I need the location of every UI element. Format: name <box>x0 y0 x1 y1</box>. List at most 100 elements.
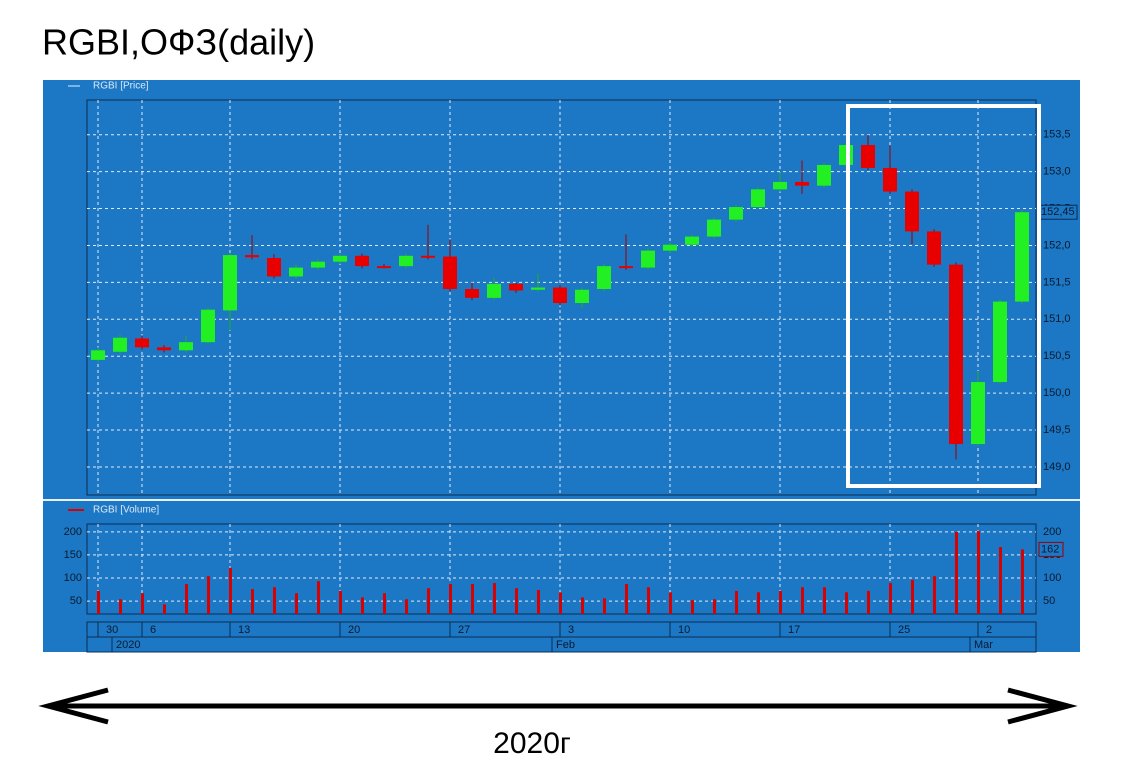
volume-bar <box>559 592 562 614</box>
candle-body <box>597 266 611 290</box>
chart-title: RGBI,ОФЗ(daily) <box>42 22 315 63</box>
volume-bar <box>119 599 122 614</box>
x-tick-label: 2 <box>986 624 992 636</box>
volume-tick-label: 50 <box>70 595 82 607</box>
y-tick-label: 149,0 <box>1043 461 1071 473</box>
legend-label: RGBI [Price] <box>93 81 149 92</box>
volume-bar <box>757 592 760 614</box>
x-tick-label: 3 <box>568 624 574 636</box>
footer-label: 2020г <box>493 727 571 760</box>
candle-body <box>201 309 215 343</box>
candle-body <box>971 382 985 445</box>
candle-body <box>531 287 545 290</box>
x-tick-label: 17 <box>788 624 800 636</box>
volume-bar <box>999 547 1002 614</box>
last-price-label: 152,45 <box>1041 206 1075 218</box>
x-tick-label: 30 <box>106 624 118 636</box>
volume-bar <box>669 592 672 614</box>
volume-bar <box>493 583 496 614</box>
y-tick-label: 151,5 <box>1043 276 1071 288</box>
volume-bar <box>911 579 914 614</box>
candle-body <box>949 264 963 445</box>
candle-body <box>333 255 347 262</box>
volume-bar <box>251 589 254 614</box>
candle-body <box>729 207 743 220</box>
volume-tick-label: 150 <box>64 549 82 561</box>
volume-bar <box>955 531 958 614</box>
candle-body <box>311 261 325 268</box>
last-volume-tag <box>1038 541 1064 557</box>
candle-body <box>1015 212 1029 302</box>
volume-bar <box>295 593 298 614</box>
volume-bar <box>823 587 826 614</box>
volume-bar <box>163 604 166 614</box>
volume-bar <box>405 599 408 614</box>
candle-body <box>267 258 281 277</box>
candle-body <box>641 250 655 268</box>
month-label: Mar <box>974 639 993 651</box>
y-tick-label: 150,0 <box>1043 387 1071 399</box>
x-tick-label: 25 <box>898 624 910 636</box>
volume-bar <box>97 590 100 614</box>
candle-body <box>751 189 765 208</box>
volume-bar <box>471 584 474 614</box>
volume-bar <box>735 590 738 614</box>
volume-bar <box>1021 549 1024 614</box>
candle-body <box>377 266 391 269</box>
candle-body <box>927 231 941 265</box>
candle-body <box>795 181 809 186</box>
candle-body <box>685 236 699 245</box>
candle-body <box>355 255 369 267</box>
candle-body <box>157 347 171 351</box>
candle-body <box>905 191 919 232</box>
candle-body <box>245 255 259 258</box>
panel <box>43 80 1080 652</box>
volume-bar <box>801 587 804 614</box>
volume-bar <box>427 588 430 614</box>
price-frame <box>86 99 1037 496</box>
volume-tick-label: 200 <box>64 526 82 538</box>
y-tick-label: 149,5 <box>1043 424 1071 436</box>
candle-body <box>179 342 193 351</box>
candle-body <box>553 287 567 304</box>
volume-bar <box>229 567 232 614</box>
candle-body <box>421 255 435 258</box>
volume-bar <box>779 590 782 614</box>
y-tick-label: 150,5 <box>1043 350 1071 362</box>
volume-tick-label: 100 <box>1043 572 1061 584</box>
x-tick-label: 10 <box>678 624 690 636</box>
volume-bar <box>845 592 848 614</box>
volume-bar <box>581 597 584 614</box>
x-tick-label: 20 <box>348 624 360 636</box>
volume-bar <box>339 590 342 614</box>
volume-bar <box>625 584 628 614</box>
candle-body <box>113 337 127 352</box>
volume-tick-label: 50 <box>1043 595 1055 607</box>
volume-tick-label: 100 <box>64 572 82 584</box>
volume-bar <box>273 587 276 614</box>
candle-body <box>575 289 589 304</box>
candle-body <box>993 301 1007 383</box>
month-label: 2020 <box>116 639 140 651</box>
volume-bar <box>647 587 650 614</box>
last-volume-label: 162 <box>1041 543 1059 555</box>
candle-body <box>399 255 413 267</box>
x-tick-label: 13 <box>238 624 250 636</box>
candle-body <box>619 266 633 269</box>
arrow-head-right <box>1007 687 1078 725</box>
volume-bar <box>867 590 870 614</box>
volume-bar <box>449 584 452 614</box>
volume-bar <box>383 593 386 614</box>
candle-body <box>663 244 677 251</box>
candle-body <box>135 338 149 348</box>
volume-bar <box>713 599 716 614</box>
volume-bar <box>141 593 144 614</box>
x-tick-label: 6 <box>150 624 156 636</box>
candle-body <box>465 289 479 298</box>
volume-bar <box>603 598 606 614</box>
volume-bar <box>207 576 210 614</box>
volume-bar <box>889 583 892 614</box>
month-label: Feb <box>556 639 575 651</box>
volume-bar <box>515 588 518 614</box>
